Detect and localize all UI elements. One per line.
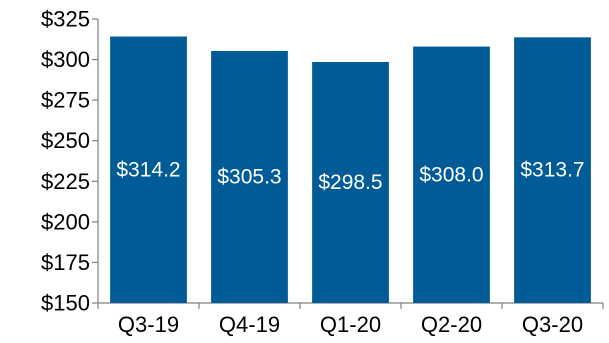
x-tick-label: Q2-20 (421, 312, 482, 337)
y-tick-label: $150 (41, 291, 90, 316)
bar-data-label: $308.0 (419, 163, 483, 186)
bar-data-label: $298.5 (318, 171, 382, 194)
y-tick-label: $175 (41, 250, 90, 275)
bar (312, 62, 389, 304)
bar (211, 50, 288, 303)
y-tick-label: $250 (41, 128, 90, 153)
y-tick-label: $225 (41, 169, 90, 194)
x-tick-label: Q4-19 (219, 312, 280, 337)
y-tick-label: $300 (41, 47, 90, 72)
x-tick-label: Q3-19 (118, 312, 179, 337)
bar (413, 46, 490, 304)
y-tick-label: $325 (41, 7, 90, 32)
x-axis: Q3-19 Q4-19 Q1-20 Q2-20 Q3-20 (97, 302, 604, 337)
y-axis: $150 $175 $200 $225 $250 $275 $300 $325 (41, 7, 99, 316)
bars (110, 36, 591, 304)
bar-data-label: $305.3 (217, 165, 281, 188)
data-labels: $314.2 $305.3 $298.5 $308.0 $313.7 (116, 158, 584, 194)
y-tick-label: $275 (41, 88, 90, 113)
bar (110, 36, 187, 303)
x-tick-label: Q3-20 (522, 312, 583, 337)
bar-data-label: $314.2 (116, 158, 180, 181)
bar (514, 37, 591, 303)
bar-data-label: $313.7 (520, 159, 584, 182)
y-tick-label: $200 (41, 209, 90, 234)
x-tick-label: Q1-20 (320, 312, 381, 337)
